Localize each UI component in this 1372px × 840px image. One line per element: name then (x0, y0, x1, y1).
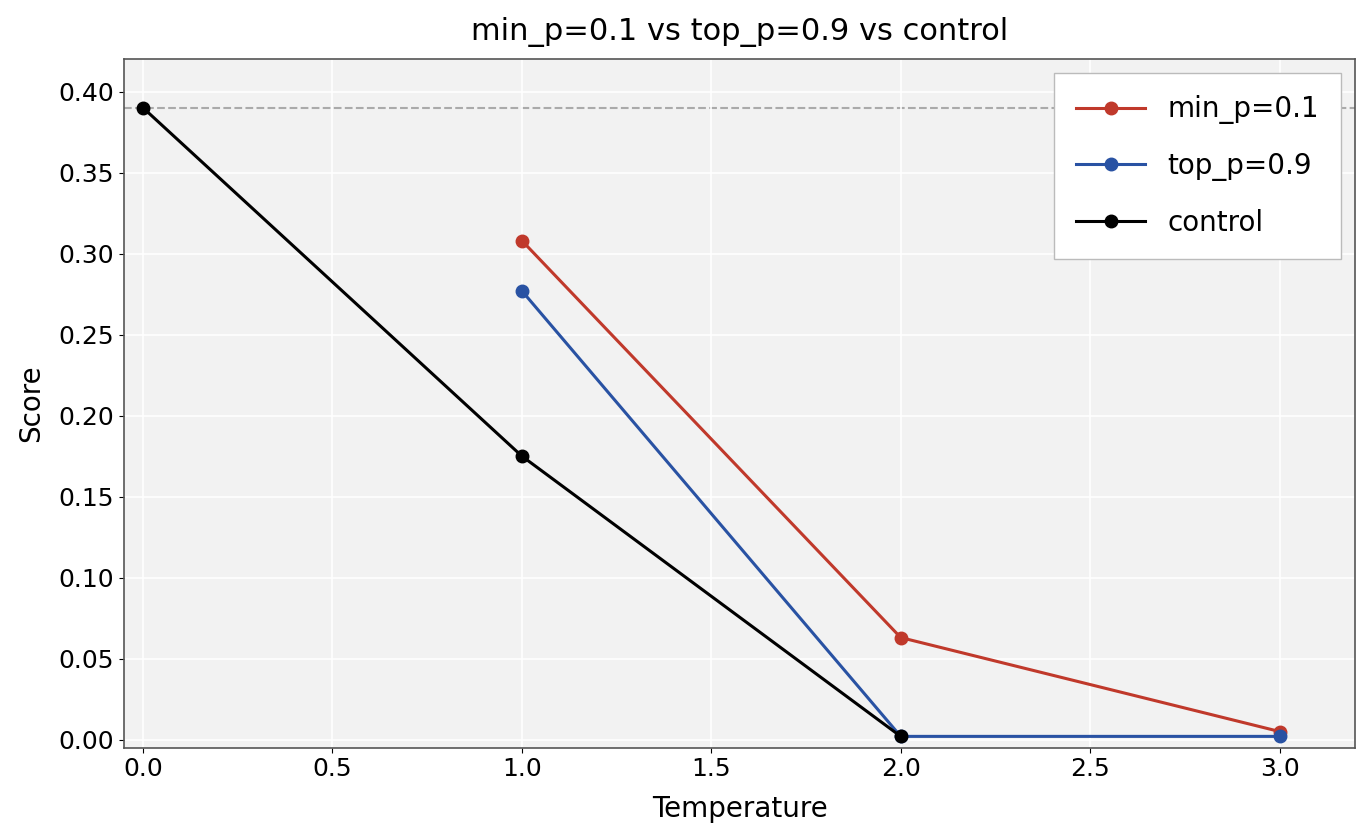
X-axis label: Temperature: Temperature (652, 795, 827, 823)
Line: top_p=0.9: top_p=0.9 (516, 285, 1286, 743)
control (892, 732, 908, 742)
control (134, 102, 151, 113)
Line: min_p=0.1: min_p=0.1 (516, 234, 1286, 738)
min_p=0.1 (513, 235, 530, 245)
Legend: min_p=0.1, top_p=0.9, control: min_p=0.1, top_p=0.9, control (1054, 73, 1342, 259)
Line: control: control (137, 102, 907, 743)
min_p=0.1 (892, 633, 908, 643)
Title: min_p=0.1 vs top_p=0.9 vs control: min_p=0.1 vs top_p=0.9 vs control (471, 17, 1008, 47)
min_p=0.1 (1272, 727, 1288, 737)
top_p=0.9 (1272, 732, 1288, 742)
Y-axis label: Score: Score (16, 365, 45, 442)
top_p=0.9 (513, 286, 530, 296)
top_p=0.9 (892, 732, 908, 742)
control (513, 451, 530, 461)
